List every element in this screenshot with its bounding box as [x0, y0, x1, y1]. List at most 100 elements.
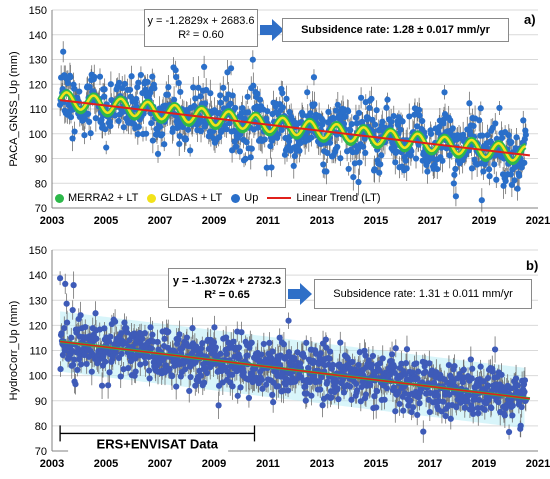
data-point [250, 82, 257, 89]
data-point [216, 134, 223, 141]
data-point [146, 367, 153, 374]
data-point [317, 386, 324, 393]
y-tick-label: 140 [29, 270, 47, 282]
data-point [98, 382, 106, 389]
data-point [479, 132, 486, 139]
gldas-lt-curve [59, 91, 526, 162]
data-point [505, 428, 513, 436]
data-point [121, 319, 128, 326]
data-point [254, 90, 261, 97]
data-point [403, 165, 410, 172]
data-point [324, 378, 331, 385]
data-point [381, 396, 388, 403]
data-point [326, 348, 334, 355]
data-point [118, 350, 125, 358]
bracket-label-bg [68, 435, 229, 453]
data-point [511, 177, 518, 184]
data-point [319, 402, 326, 409]
data-point [285, 349, 293, 356]
data-point [296, 147, 303, 154]
y-tick-label: 120 [29, 320, 47, 332]
data-point [132, 368, 139, 375]
data-point [461, 404, 468, 411]
data-point [175, 336, 182, 343]
data-point [126, 86, 134, 93]
data-point [481, 406, 488, 413]
linear-trend-line [59, 99, 531, 157]
data-point [207, 90, 214, 97]
data-point [176, 331, 183, 338]
data-point [436, 123, 443, 131]
data-point [222, 334, 230, 341]
data-point [297, 139, 304, 147]
data-point [392, 159, 399, 166]
data-point [379, 355, 386, 362]
data-point [376, 367, 383, 374]
data-point [477, 363, 484, 370]
data-point [285, 138, 293, 145]
data-point [346, 383, 354, 390]
y-tick-label: 120 [29, 79, 47, 91]
data-point [348, 120, 355, 128]
data-point [269, 391, 276, 398]
data-point [237, 384, 244, 391]
data-point [107, 122, 114, 130]
data-point [516, 397, 523, 404]
data-point [478, 197, 485, 204]
data-point [69, 306, 76, 314]
data-point [320, 161, 327, 168]
data-point [353, 380, 360, 388]
data-point [348, 396, 355, 403]
data-point [244, 93, 251, 100]
data-point [521, 377, 529, 384]
legend-swatch-green [55, 193, 64, 203]
data-point [202, 100, 209, 107]
data-point [69, 135, 76, 142]
data-point [217, 350, 224, 357]
data-point [212, 344, 219, 351]
data-point [326, 355, 333, 362]
data-point [303, 390, 310, 397]
data-point [392, 345, 399, 352]
data-point [400, 407, 407, 414]
data-point [186, 387, 193, 395]
data-point [335, 396, 342, 403]
data-point [470, 410, 477, 417]
data-point [148, 345, 155, 352]
data-point [168, 373, 176, 380]
data-point [236, 344, 243, 351]
data-point [57, 275, 64, 282]
data-point [362, 391, 370, 398]
linear-trend-line [60, 340, 530, 400]
y-tick-label: 90 [35, 396, 47, 408]
data-point [340, 389, 348, 396]
x-tick-label: 2003 [40, 215, 64, 227]
data-point [420, 428, 427, 435]
data-point [344, 355, 351, 362]
data-point [416, 400, 423, 407]
data-point [170, 96, 178, 103]
data-point [502, 177, 509, 185]
data-point [480, 168, 487, 175]
x-tick-label: 2005 [94, 458, 118, 470]
data-point [187, 373, 194, 381]
y-tick-label: 130 [29, 295, 47, 307]
data-point [360, 143, 367, 150]
data-point [509, 412, 516, 419]
data-point [195, 84, 202, 91]
data-point [305, 365, 312, 372]
data-point [469, 365, 476, 372]
data-point [522, 131, 529, 138]
panel-a-legend: MERRA2 + LT GLDAS + LT Up Linear Trend (… [55, 192, 390, 204]
y-tick-label: 110 [29, 346, 47, 358]
data-point [302, 397, 309, 404]
x-tick-label: 2011 [256, 458, 280, 470]
data-point [329, 361, 336, 369]
data-point [351, 160, 358, 167]
legend-label-up: Up [244, 192, 259, 204]
data-point [446, 152, 453, 159]
panel-a-equation-box: y = -1.2829x + 2683.6 R² = 0.60 [144, 9, 258, 47]
data-point [390, 113, 397, 120]
data-point [369, 116, 376, 124]
data-point [58, 330, 65, 337]
